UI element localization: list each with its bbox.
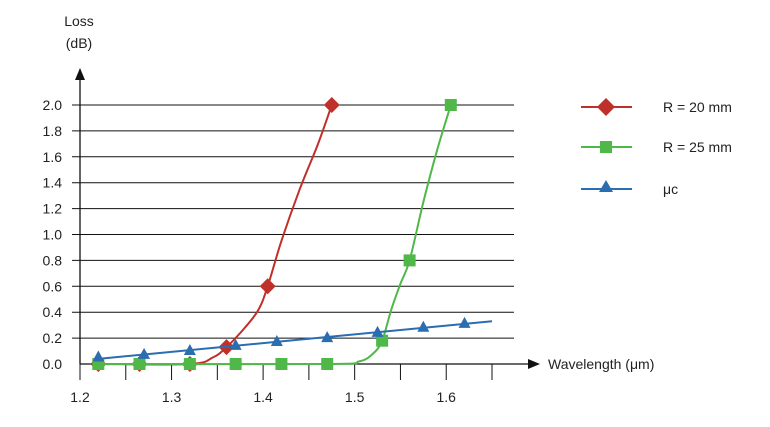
- y-tick-label: 1.2: [43, 201, 63, 217]
- y-axis-label-line2: (dB): [66, 35, 92, 51]
- legend-marker-uc: [599, 180, 613, 192]
- data-point-square: [376, 334, 389, 347]
- x-axis-arrow: [528, 359, 540, 369]
- data-point-triangle: [371, 325, 384, 337]
- y-tick-label: 0.4: [43, 304, 63, 320]
- data-point-square: [403, 254, 416, 267]
- data-point-triangle: [183, 344, 196, 356]
- data-point-triangle: [270, 334, 283, 346]
- data-point-square: [229, 358, 242, 370]
- x-tick-label: 1.4: [253, 389, 273, 405]
- tick-marks: 0.0 0.2 0.4 0.6 0.8 1.0 1.2 1.4 1.6 1.8 2.0 1.2 1.3 1…: [43, 97, 493, 405]
- data-point-triangle: [229, 338, 242, 350]
- legend-label-r25: R = 25 mm: [663, 139, 732, 155]
- legend-marker-r20: [597, 98, 615, 116]
- y-tick-label: 0.0: [43, 356, 63, 372]
- x-axis-label: Wavelength (μm): [548, 356, 654, 372]
- series-r25: [92, 99, 457, 370]
- x-tick-label: 1.2: [70, 389, 90, 405]
- series-uc: [92, 316, 493, 362]
- data-point-triangle: [321, 331, 334, 343]
- x-tick-label: 1.3: [162, 389, 182, 405]
- data-point-triangle: [92, 350, 105, 362]
- grid-lines: [72, 104, 514, 339]
- y-tick-label: 1.8: [43, 123, 63, 139]
- x-tick-label: 1.5: [345, 389, 365, 405]
- y-tick-label: 0.8: [43, 252, 63, 268]
- legend-label-r20: R = 20 mm: [663, 99, 732, 115]
- series-line-uc: [98, 320, 493, 360]
- data-point-square: [133, 358, 146, 370]
- data-point-triangle: [417, 320, 430, 332]
- y-tick-label: 0.6: [43, 278, 63, 294]
- data-point-square: [183, 358, 196, 370]
- legend-item-r20: R = 20 mm: [581, 98, 732, 116]
- data-point-square: [275, 358, 288, 370]
- y-tick-label: 1.0: [43, 227, 63, 243]
- legend-item-uc: μc: [581, 180, 678, 197]
- legend-item-r25: R = 25 mm: [581, 139, 732, 155]
- data-point-triangle: [458, 316, 471, 328]
- series-layer: [90, 97, 493, 372]
- legend-marker-r25: [600, 141, 612, 153]
- y-tick-label: 2.0: [43, 97, 63, 113]
- data-point-triangle: [138, 347, 151, 359]
- legend-label-uc: μc: [663, 181, 678, 197]
- y-tick-label: 1.4: [43, 175, 63, 191]
- y-axis-arrow: [75, 68, 85, 80]
- series-line-r20: [98, 104, 333, 366]
- data-point-diamond: [323, 97, 340, 113]
- y-tick-label: 0.2: [43, 330, 63, 346]
- y-axis-label-line1: Loss: [64, 13, 94, 29]
- x-tick-label: 1.6: [436, 389, 456, 405]
- data-point-diamond: [259, 278, 276, 295]
- y-tick-label: 1.6: [43, 149, 63, 165]
- legend: R = 20 mm R = 25 mm μc: [581, 98, 732, 197]
- data-point-square: [444, 99, 457, 111]
- data-point-square: [321, 358, 334, 370]
